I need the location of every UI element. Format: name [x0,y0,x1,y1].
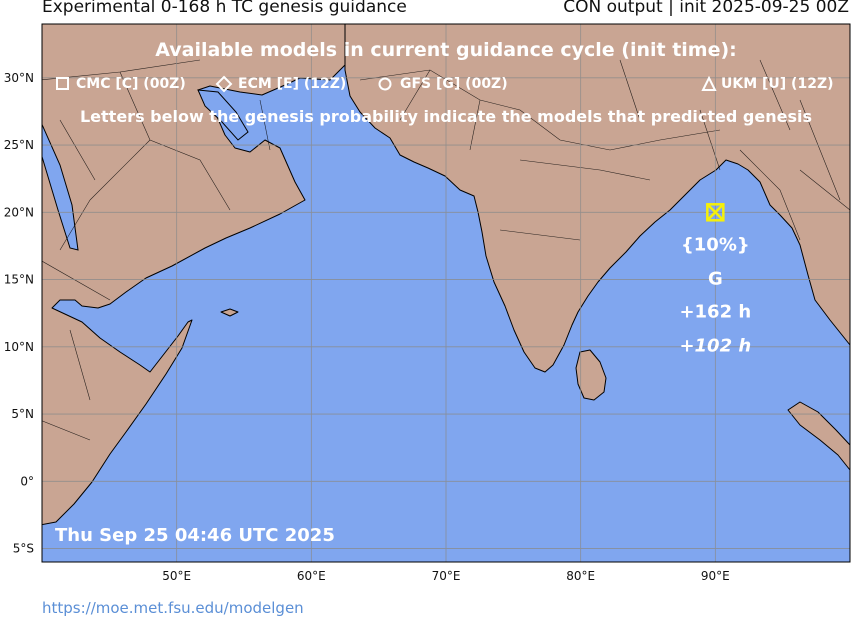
timestamp: Thu Sep 25 04:46 UTC 2025 [55,525,335,546]
land-india-seasia [344,24,850,373]
lat-tick-label: 5°S [13,542,34,556]
diamond-icon [215,75,233,93]
legend-model-ecm: ECM [E] (12Z) [215,75,346,93]
square-icon [56,77,69,90]
legend-label-cmc: CMC [C] (00Z) [76,76,186,92]
legend-note: Letters below the genesis probability in… [80,107,812,126]
init-info: CON output | init 2025-09-25 00Z [563,0,849,17]
legend-label-gfs: GFS [G] (00Z) [400,76,508,92]
genesis-marker-icon[interactable] [706,203,725,222]
genesis-point[interactable]: {10%} G +162 h +102 h [679,203,751,356]
lat-tick-label: 30°N [4,71,34,85]
chart-title: Experimental 0-168 h TC genesis guidance [42,0,407,17]
triangle-icon [701,75,717,91]
red-sea [42,123,79,251]
lon-tick-label: 60°E [297,569,326,583]
genesis-lead-time: +162 h [679,301,751,322]
genesis-cross [706,203,725,222]
lon-tick-label: 80°E [566,569,595,583]
lat-tick-label: 0° [20,474,34,488]
land-arabia-africa [42,24,351,526]
genesis-square [706,203,725,222]
lon-tick-label: 70°E [432,569,461,583]
legend-heading: Available models in current guidance cyc… [155,39,737,61]
land-socotra [220,308,239,317]
lat-tick-label: 5°N [11,407,34,421]
legend-model-gfs: GFS [G] (00Z) [378,76,508,92]
legend-label-ukm: UKM [U] (12Z) [721,76,834,92]
legend-model-cmc: CMC [C] (00Z) [56,76,186,92]
land-sri-lanka [575,349,607,401]
persian-gulf [197,89,249,141]
lat-tick-label: 20°N [4,205,34,219]
map-frame [41,23,851,563]
lat-tick-label: 15°N [4,273,34,287]
land-sumatra [787,401,850,471]
lon-tick-label: 90°E [701,569,730,583]
legend-label-ecm: ECM [E] (12Z) [238,76,346,92]
legend-model-ukm: UKM [U] (12Z) [701,75,834,92]
lat-tick-label: 10°N [4,340,34,354]
lon-tick-label: 50°E [162,569,191,583]
genesis-probability: {10%} [681,234,750,255]
genesis-models: G [708,268,723,289]
borders [42,59,850,441]
circle-icon [378,77,392,91]
genesis-lead-time-italic: +102 h [679,335,751,356]
lat-tick-label: 25°N [4,138,34,152]
source-link[interactable]: https://moe.met.fsu.edu/modelgen [42,599,304,617]
